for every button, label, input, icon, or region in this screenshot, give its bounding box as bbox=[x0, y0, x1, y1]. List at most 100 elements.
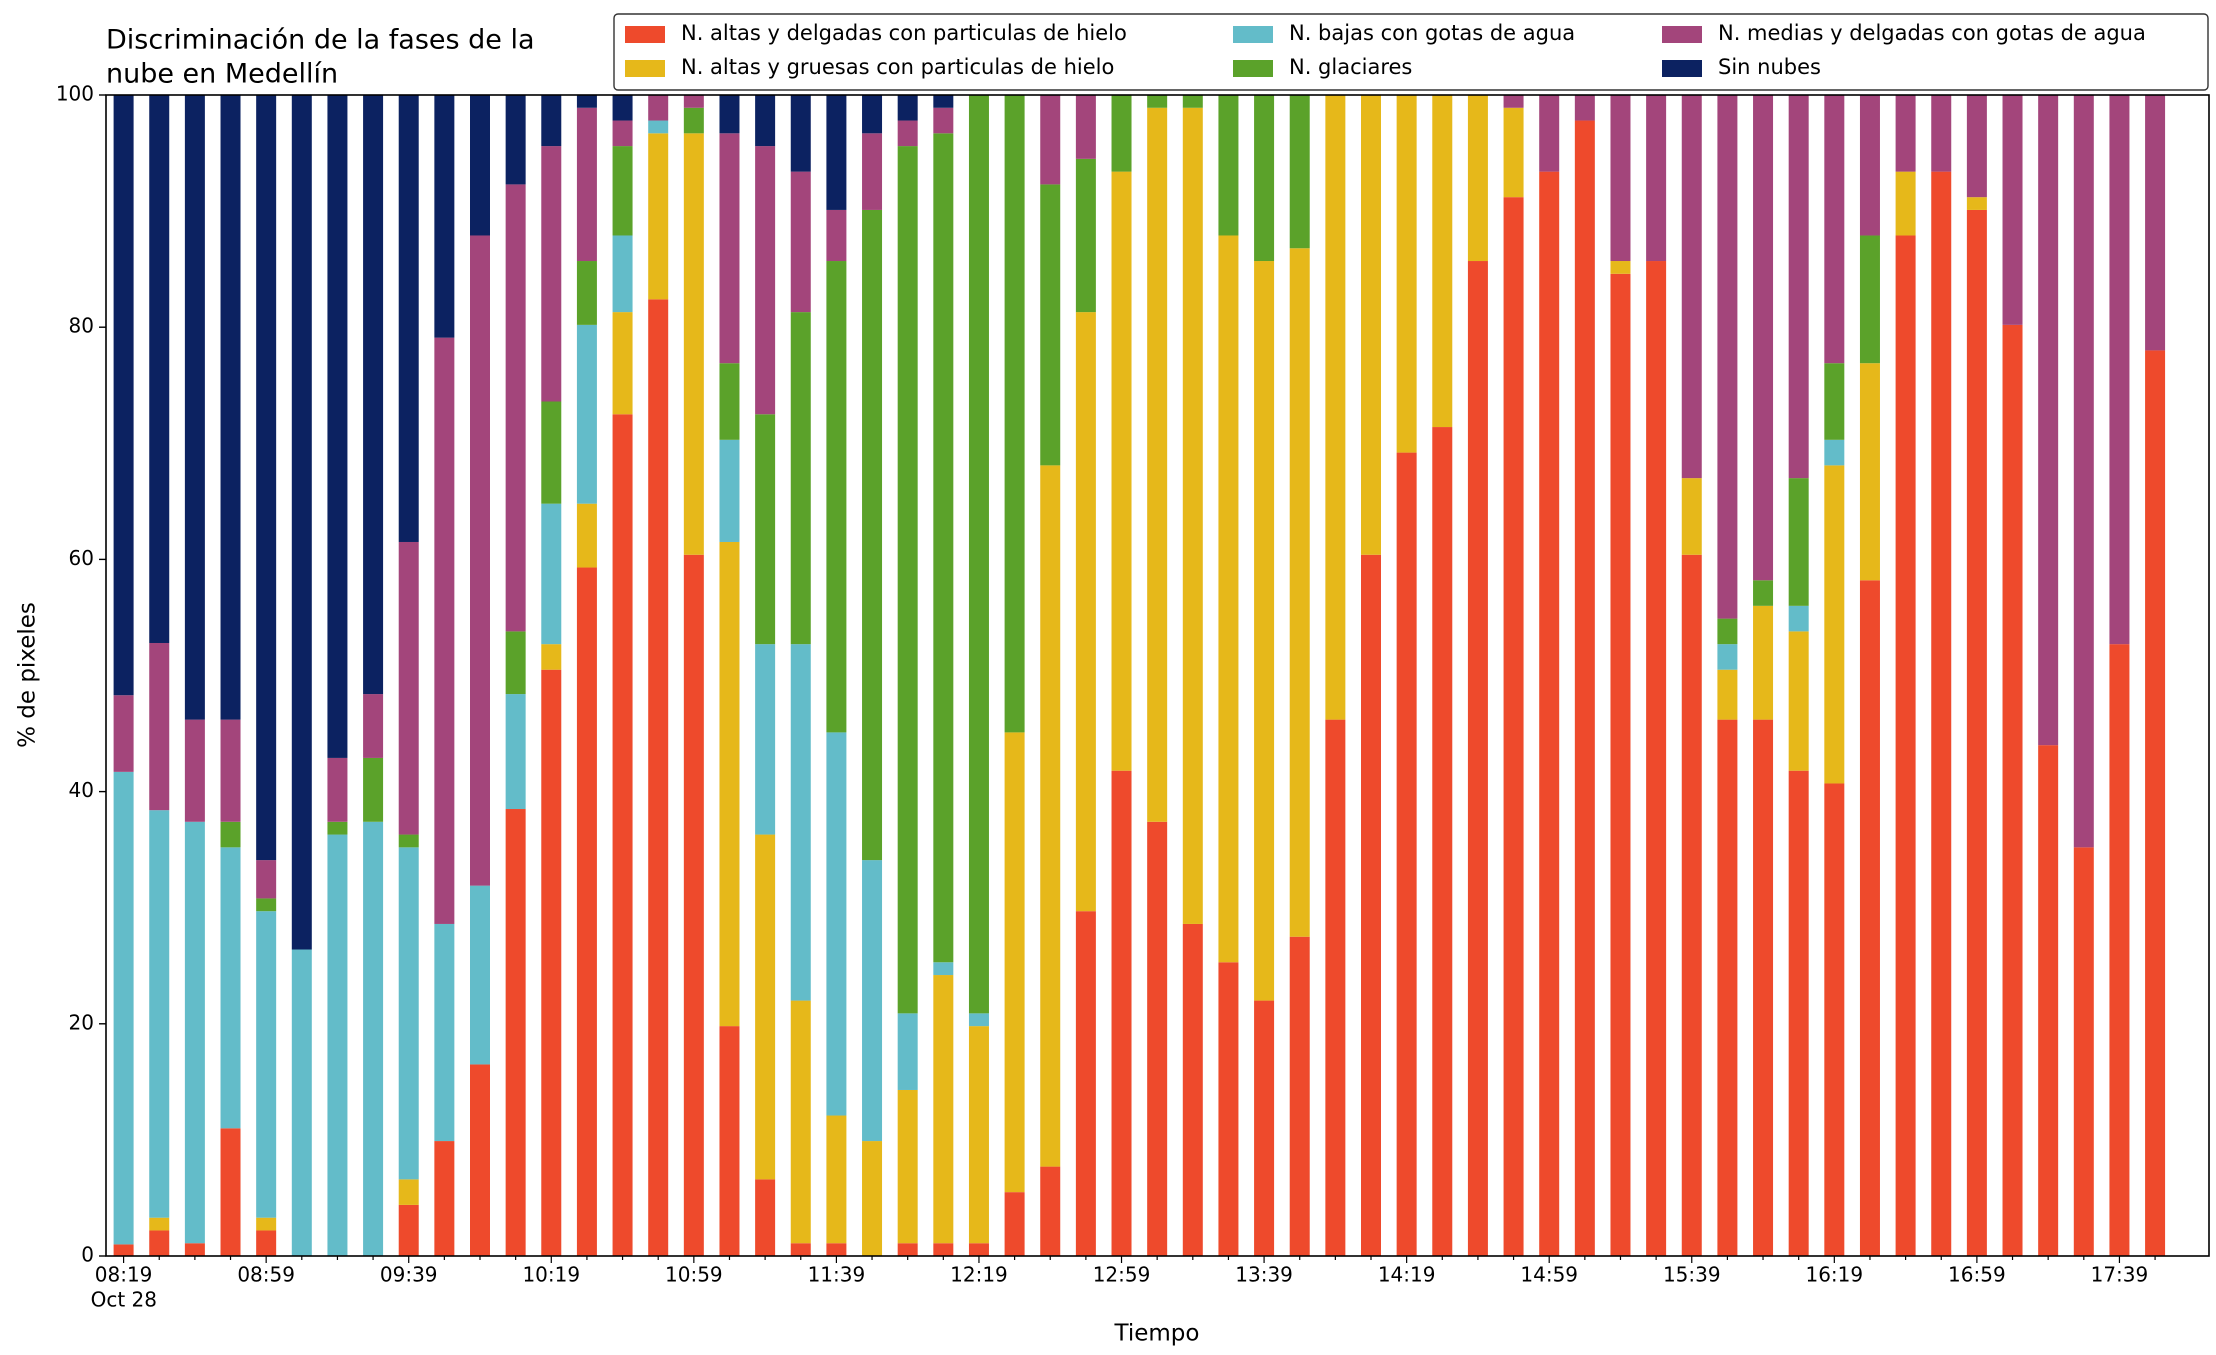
bar-segment bbox=[1075, 911, 1096, 1256]
bar-segment bbox=[719, 439, 740, 542]
bar-segment bbox=[612, 95, 633, 121]
bar-segment bbox=[1966, 209, 1987, 1257]
bar-segment bbox=[648, 133, 669, 300]
bar-segment bbox=[1574, 120, 1595, 1257]
bar-segment bbox=[363, 757, 384, 822]
bar-segment bbox=[1824, 363, 1845, 440]
bar-segment bbox=[220, 95, 241, 720]
bar-segment bbox=[1254, 261, 1275, 1001]
bar-segment bbox=[1931, 171, 1952, 1257]
bar-segment bbox=[1147, 107, 1168, 822]
bar-segment bbox=[149, 810, 170, 1218]
bar-segment bbox=[398, 1179, 419, 1205]
bar-segment bbox=[755, 146, 776, 415]
plot-frame bbox=[105, 94, 2210, 1257]
bar-segment bbox=[2002, 95, 2023, 325]
bar-segment bbox=[1503, 107, 1524, 198]
bar-segment bbox=[826, 95, 847, 210]
bar-segment bbox=[968, 1243, 989, 1256]
bar-segment bbox=[862, 209, 883, 861]
bar-segment bbox=[327, 821, 348, 835]
bar-segment bbox=[398, 541, 419, 835]
x-tick-label: 10:59 bbox=[665, 1263, 723, 1287]
bar-segment bbox=[1717, 669, 1738, 720]
bar-segment bbox=[1040, 1166, 1061, 1256]
bar-segment bbox=[1040, 95, 1061, 185]
bar-segment bbox=[933, 975, 954, 1244]
x-tick-label: 14:19 bbox=[1378, 1263, 1436, 1287]
bar-segment bbox=[1539, 95, 1560, 172]
bar-segment bbox=[1824, 465, 1845, 784]
x-tick-label: 10:19 bbox=[522, 1263, 580, 1287]
bar-segment bbox=[1966, 95, 1987, 198]
bar-segment bbox=[505, 809, 526, 1256]
bar-segment bbox=[220, 719, 241, 822]
bar-segment bbox=[683, 95, 704, 108]
bar-segment bbox=[1361, 554, 1381, 1256]
y-tick-label: 40 bbox=[69, 778, 94, 802]
bar-segment bbox=[1289, 936, 1310, 1256]
x-tick-label: 08:59 bbox=[237, 1263, 295, 1287]
bar-segment bbox=[1717, 618, 1738, 645]
bar-segment bbox=[1681, 95, 1702, 479]
bar-segment bbox=[576, 107, 597, 262]
legend-swatch bbox=[1233, 60, 1273, 77]
x-tick-label: 12:59 bbox=[1093, 1263, 1151, 1287]
bar-segment bbox=[1859, 95, 1880, 236]
bar-segment bbox=[1254, 95, 1275, 262]
bar-segment bbox=[826, 732, 847, 1116]
bar-segment bbox=[826, 209, 847, 262]
bar-segment bbox=[683, 107, 704, 134]
x-tick-label: 16:19 bbox=[1805, 1263, 1863, 1287]
y-tick-label: 100 bbox=[56, 82, 94, 106]
bar-segment bbox=[755, 644, 776, 835]
legend-text: N. medias y delgadas con gotas de agua bbox=[1718, 21, 2146, 45]
bar-segment bbox=[755, 414, 776, 645]
bar-segment bbox=[933, 107, 954, 134]
bar-segment bbox=[755, 834, 776, 1180]
bar-segment bbox=[576, 261, 597, 325]
legend-box bbox=[613, 13, 2209, 91]
bar-segment bbox=[2073, 95, 2094, 848]
bar-segment bbox=[1753, 580, 1774, 606]
bar-segment bbox=[505, 694, 526, 810]
bar-segment bbox=[1111, 770, 1132, 1256]
bar-segment bbox=[1218, 962, 1239, 1256]
legend-text: N. bajas con gotas de agua bbox=[1289, 21, 1575, 45]
bar-segment bbox=[790, 644, 811, 1001]
bar-segment bbox=[719, 133, 740, 364]
bar-segment bbox=[1432, 427, 1453, 1256]
bar-segment bbox=[541, 146, 562, 402]
bar-segment bbox=[256, 911, 277, 1218]
bar-segment bbox=[968, 1026, 989, 1244]
y-tick-label: 60 bbox=[69, 546, 94, 570]
bar-segment bbox=[1931, 95, 1952, 172]
legend-swatch bbox=[1233, 26, 1273, 43]
bar-segment bbox=[256, 898, 277, 912]
bar-segment bbox=[1075, 158, 1096, 313]
bar-segment bbox=[1788, 478, 1809, 606]
bar-segment bbox=[1610, 261, 1631, 274]
bar-segment bbox=[291, 95, 312, 950]
bar-segment bbox=[1432, 95, 1453, 428]
bar-segment bbox=[327, 834, 348, 1256]
legend-swatch bbox=[1662, 60, 1702, 77]
bar-segment bbox=[755, 95, 776, 147]
bar-segment bbox=[648, 95, 669, 121]
bar-segment bbox=[719, 363, 740, 440]
bar-segment bbox=[862, 860, 883, 1142]
bar-segment bbox=[113, 771, 134, 1245]
bar-segment bbox=[755, 1179, 776, 1256]
x-tick-label: 16:59 bbox=[1948, 1263, 2006, 1287]
bar-segment bbox=[576, 95, 597, 108]
bar-segment bbox=[648, 120, 669, 134]
bar-segment bbox=[1147, 95, 1168, 108]
chart-title: nube en Medellín bbox=[106, 59, 338, 90]
bar-segment bbox=[434, 337, 455, 924]
bar-segment bbox=[1111, 95, 1132, 172]
bar-segment bbox=[541, 644, 562, 670]
bar-segment bbox=[897, 95, 918, 121]
bar-segment bbox=[2145, 350, 2166, 1256]
bar-segment bbox=[470, 235, 490, 886]
x-tick-label: 09:39 bbox=[380, 1263, 438, 1287]
